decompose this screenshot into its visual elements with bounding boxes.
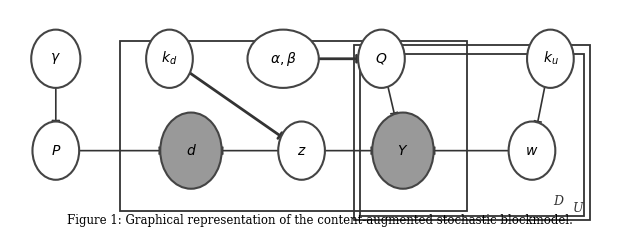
Ellipse shape xyxy=(160,113,221,189)
Ellipse shape xyxy=(527,30,573,88)
Bar xyxy=(360,54,584,216)
Text: $Y$: $Y$ xyxy=(397,144,408,158)
Text: $k_d$: $k_d$ xyxy=(161,50,178,67)
Text: $d$: $d$ xyxy=(186,143,196,158)
Ellipse shape xyxy=(358,30,404,88)
Text: $\alpha, \beta$: $\alpha, \beta$ xyxy=(270,50,296,68)
Text: D: D xyxy=(553,195,563,208)
Ellipse shape xyxy=(372,113,434,189)
Ellipse shape xyxy=(509,122,556,180)
Text: $\gamma$: $\gamma$ xyxy=(51,51,61,66)
Text: Figure 1: Graphical representation of the content-augmented stochastic blockmode: Figure 1: Graphical representation of th… xyxy=(67,214,573,227)
Ellipse shape xyxy=(146,30,193,88)
Ellipse shape xyxy=(31,30,81,88)
Ellipse shape xyxy=(248,30,319,88)
Text: $z$: $z$ xyxy=(297,144,307,158)
Text: $w$: $w$ xyxy=(525,144,539,158)
Text: $k_u$: $k_u$ xyxy=(543,50,558,67)
Ellipse shape xyxy=(33,122,79,180)
Text: $Q$: $Q$ xyxy=(375,51,388,66)
Ellipse shape xyxy=(278,122,325,180)
Bar xyxy=(354,45,590,220)
Bar xyxy=(120,41,467,211)
Text: U: U xyxy=(572,201,583,215)
Text: $P$: $P$ xyxy=(51,144,61,158)
